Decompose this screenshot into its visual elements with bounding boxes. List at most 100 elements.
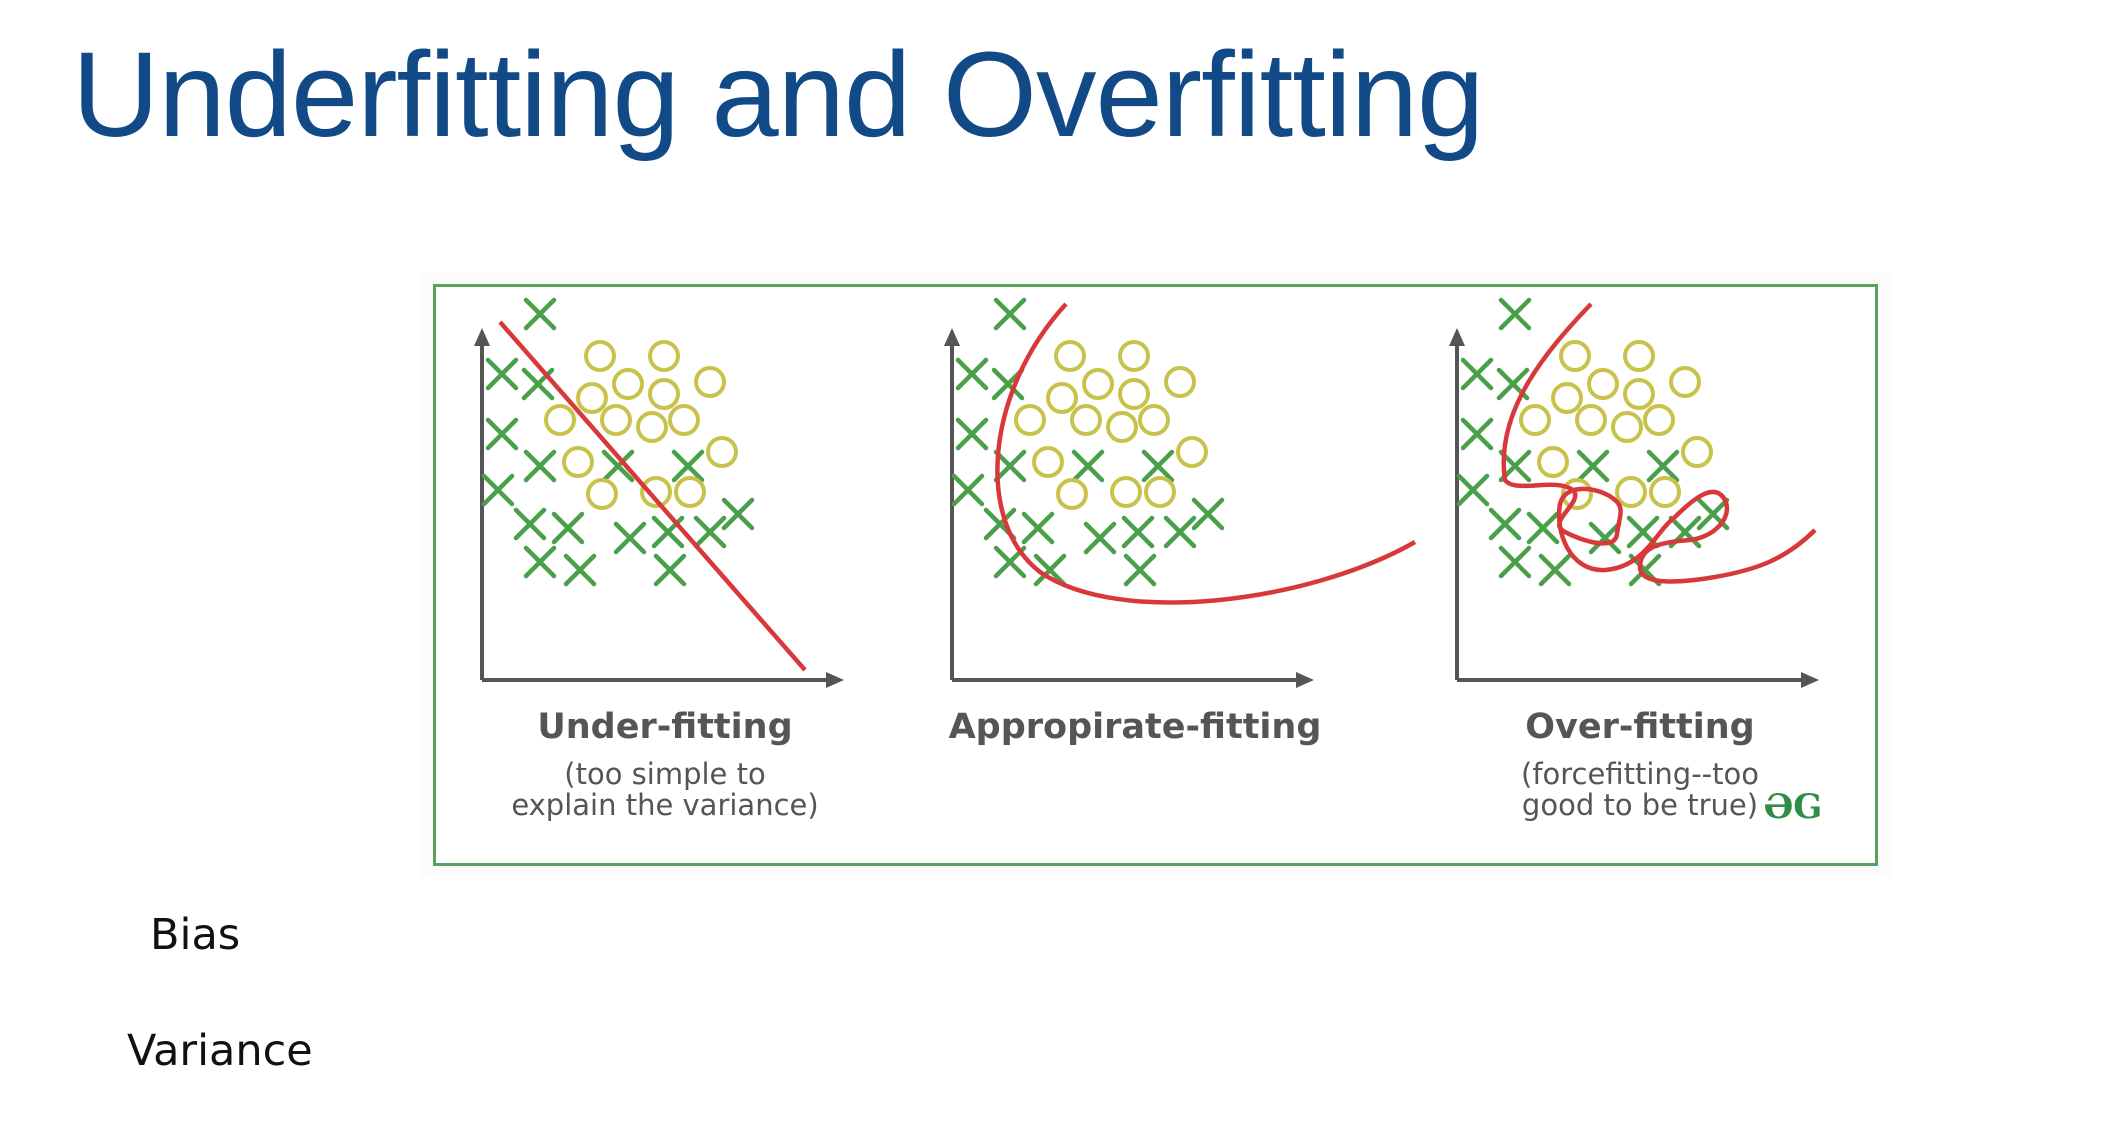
cross-point [1501,548,1529,576]
panel-title-under-fitting: Under-fitting [537,707,792,747]
fit-curve [995,302,1417,605]
panel-caption-over-line-1: (forcefitting--too [1521,757,1759,791]
cross-point [1649,452,1677,480]
gfg-logo-icon: ƏG [1764,787,1823,827]
cross-point [1124,518,1152,546]
circle-point [1559,340,1591,372]
cross-point [1166,518,1194,546]
panel-appropriate-fitting: Appropirate-fitting [944,300,1417,747]
bias-label: Bias [150,910,241,960]
fit-curve [1501,302,1817,584]
axes [1449,328,1819,688]
cross-point [484,476,512,504]
variance-label: Variance [127,1026,313,1076]
cross-point [1074,452,1102,480]
cross-point [674,452,702,480]
circle-point [1118,378,1150,410]
cross-point [696,518,724,546]
cross-point [1194,500,1222,528]
cross-point [488,420,516,448]
circle-point [694,366,726,398]
panel-caption-under-line-2: explain the variance) [511,788,818,822]
circle-point [1106,411,1138,443]
circle-point [562,446,594,478]
cross-point [958,360,986,388]
circle-point [648,340,680,372]
circle-point [1643,404,1675,436]
panel-over-fitting: Over-fitting (forcefitting--too good to … [1449,300,1822,827]
cross-point [1144,452,1172,480]
circle-point [586,478,618,510]
cross-point [1501,300,1529,328]
cross-point [616,524,644,552]
circle-point [600,404,632,436]
circle-point [1615,476,1647,508]
cross-point [1459,476,1487,504]
circle-point [636,411,668,443]
circle-point [1118,340,1150,372]
circle-point [1519,404,1551,436]
panel-caption-over-line-2: good to be true) [1522,788,1758,822]
cross-point [1463,360,1491,388]
circle-point [648,378,680,410]
circle-point [1587,368,1619,400]
circle-point [1070,404,1102,436]
cross-point [526,300,554,328]
circle-point [1176,436,1208,468]
cross-point [526,452,554,480]
panel-caption-under-line-1: (too simple to [564,757,765,791]
circle-point [1014,404,1046,436]
circle-point [612,368,644,400]
cross-point [1126,556,1154,584]
cross-point [1491,510,1519,538]
circle-point [668,404,700,436]
cross-point [996,300,1024,328]
slide-title: Underfitting and Overfitting [72,26,1484,162]
cross-point [1541,556,1569,584]
cross-point [554,514,582,542]
circle-point [1537,446,1569,478]
circle-point [1110,476,1142,508]
circle-point [544,404,576,436]
data-points [484,300,752,584]
cross-point [996,452,1024,480]
circle-point [1681,436,1713,468]
circle-point [1144,476,1176,508]
circle-point [1032,446,1064,478]
circle-point [1575,404,1607,436]
cross-point [724,500,752,528]
circle-point [706,436,738,468]
cross-point [1463,420,1491,448]
data-points [954,300,1222,584]
fitting-figure: Under-fitting (too simple to explain the… [420,272,1892,876]
circle-point [1056,478,1088,510]
circle-point [584,340,616,372]
axes [944,328,1314,688]
fit-line [498,320,807,672]
fitting-diagram: Under-fitting (too simple to explain the… [474,272,1822,827]
circle-point [1611,411,1643,443]
circle-point [1551,382,1583,414]
axes [474,328,844,688]
cross-point [1579,452,1607,480]
cross-point [488,360,516,388]
circle-point [674,476,706,508]
cross-point [526,548,554,576]
circle-point [1623,340,1655,372]
circle-point [1138,404,1170,436]
cross-point [1024,514,1052,542]
cross-point [656,556,684,584]
circle-point [1649,476,1681,508]
panel-title-over-fitting: Over-fitting [1525,707,1754,747]
cross-point [958,420,986,448]
cross-point [566,556,594,584]
circle-point [1054,340,1086,372]
cross-point [1529,514,1557,542]
circle-point [1164,366,1196,398]
circle-point [1082,368,1114,400]
cross-point [516,510,544,538]
panel-under-fitting: Under-fitting (too simple to explain the… [474,300,844,822]
circle-point [1623,378,1655,410]
cross-point [954,476,982,504]
circle-point [1669,366,1701,398]
